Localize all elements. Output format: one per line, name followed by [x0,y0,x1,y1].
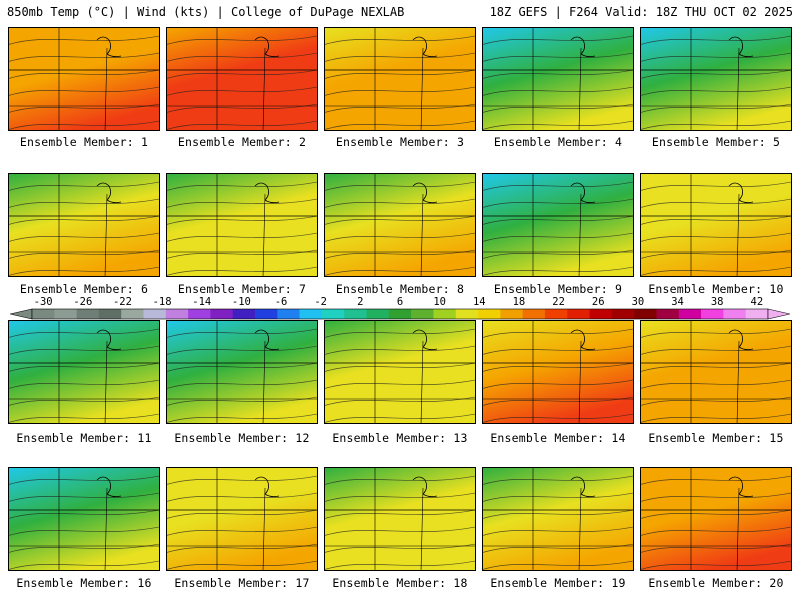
color-bar-high-arrow [767,308,790,320]
ensemble-map-20[interactable] [640,467,792,571]
color-bar-segment [388,309,412,319]
map-title: 850mb Temp (°C) | Wind (kts) | College o… [7,5,405,19]
color-bar-segment [701,309,724,319]
color-bar-segment [589,309,613,319]
color-bar-segment [210,309,234,319]
color-bar-tick-label: -18 [152,296,172,308]
color-bar-tick-label: 2 [357,296,364,308]
ensemble-map-7[interactable] [166,173,318,277]
ensemble-map-4[interactable] [482,27,634,131]
ensemble-member-label: Ensemble Member: 18 [332,576,468,590]
color-bar-segment [656,309,680,319]
color-bar-segment [366,309,390,319]
ensemble-map-18[interactable] [324,467,476,571]
ensemble-member-label: Ensemble Member: 8 [335,282,465,296]
color-bar-segment [143,309,167,319]
ensemble-member-label: Ensemble Member: 4 [493,135,623,149]
ensemble-map-11[interactable] [8,320,160,424]
color-bar-segment [500,309,523,319]
color-bar-tick-label: 42 [750,296,764,308]
color-bar-segment [567,309,590,319]
color-bar-low-arrow [10,308,33,320]
color-bar-tick-label: 22 [552,296,565,308]
ensemble-map-2[interactable] [166,27,318,131]
ensemble-member-label: Ensemble Member: 17 [174,576,310,590]
color-bar-tick-labels: -30 -26 -22 -18 -14 -10 -6 -2 2 6 10 14 18 22 26 30 34 38… [0,296,800,308]
ensemble-member-label: Ensemble Member: 12 [174,431,310,445]
ensemble-member-label: Ensemble Member: 16 [16,576,152,590]
color-bar-segment [188,309,211,319]
color-bar-segment [745,309,769,319]
color-bar-segment [411,309,434,319]
ensemble-map-15[interactable] [640,320,792,424]
ensemble-member-label: Ensemble Member: 15 [648,431,784,445]
ensemble-member-label: Ensemble Member: 7 [177,282,307,296]
color-bar-segment [344,309,367,319]
color-bar-segment [32,309,55,319]
ensemble-map-14[interactable] [482,320,634,424]
color-bar-tick-label: 14 [472,296,486,308]
ensemble-member-label: Ensemble Member: 11 [16,431,152,445]
color-bar-segment [232,309,256,319]
ensemble-map-17[interactable] [166,467,318,571]
ensemble-map-1[interactable] [8,27,160,131]
color-bar-segment [634,309,657,319]
color-bar-tick-label: -10 [231,296,251,308]
color-bar-tick-label: -6 [274,296,288,308]
color-bar-segment [121,309,144,319]
color-bar-segment [433,309,457,319]
color-bar-segment [544,309,568,319]
color-bar-segment [723,309,746,319]
color-bar-tick-label: 6 [396,296,404,308]
color-bar-segment [277,309,300,319]
color-bar-tick-label: -22 [112,296,132,308]
color-bar-segment [321,309,345,319]
color-bar-tick-label: 38 [710,296,724,308]
ensemble-member-label: Ensemble Member: 3 [335,135,465,149]
ensemble-map-12[interactable] [166,320,318,424]
color-bar-segment [255,309,278,319]
ensemble-map-5[interactable] [640,27,792,131]
ensemble-map-6[interactable] [8,173,160,277]
ensemble-member-label: Ensemble Member: 6 [19,282,149,296]
ensemble-member-label: Ensemble Member: 10 [648,282,784,296]
color-bar-tick-label: 30 [631,296,645,308]
ensemble-map-8[interactable] [324,173,476,277]
model-run-info: 18Z GEFS | F264 Valid: 18Z THU OCT 02 20… [489,5,793,19]
color-bar-segment [54,309,77,319]
color-bar-tick-label: -14 [192,296,212,308]
color-bar-tick-label: -2 [314,296,328,308]
color-bar-segment [165,309,189,319]
ensemble-map-10[interactable] [640,173,792,277]
ensemble-map-16[interactable] [8,467,160,571]
temperature-color-bar [10,308,790,320]
ensemble-member-label: Ensemble Member: 1 [19,135,149,149]
color-bar-segment [478,309,501,319]
color-bar-segment [455,309,479,319]
color-bar-segment [76,309,100,319]
color-bar-segment [678,309,702,319]
ensemble-member-label: Ensemble Member: 14 [490,431,626,445]
color-bar-tick-label: 34 [671,296,684,308]
color-bar-tick-label: 10 [433,296,446,308]
ensemble-member-label: Ensemble Member: 2 [177,135,307,149]
color-bar-tick-label: -30 [33,296,53,308]
ensemble-map-19[interactable] [482,467,634,571]
color-bar-segment [299,309,323,319]
color-bar-tick-label: 18 [512,296,526,308]
color-bar-segment [98,309,122,319]
ensemble-member-label: Ensemble Member: 13 [332,431,468,445]
color-bar-segment [522,309,546,319]
ensemble-member-label: Ensemble Member: 9 [493,282,623,296]
ensemble-member-label: Ensemble Member: 19 [490,576,626,590]
color-bar-segment [611,309,635,319]
ensemble-map-13[interactable] [324,320,476,424]
ensemble-member-label: Ensemble Member: 20 [648,576,784,590]
ensemble-member-label: Ensemble Member: 5 [651,135,781,149]
color-bar-tick-label: 26 [591,296,605,308]
ensemble-map-9[interactable] [482,173,634,277]
ensemble-map-3[interactable] [324,27,476,131]
color-bar-tick-label: -26 [73,296,93,308]
